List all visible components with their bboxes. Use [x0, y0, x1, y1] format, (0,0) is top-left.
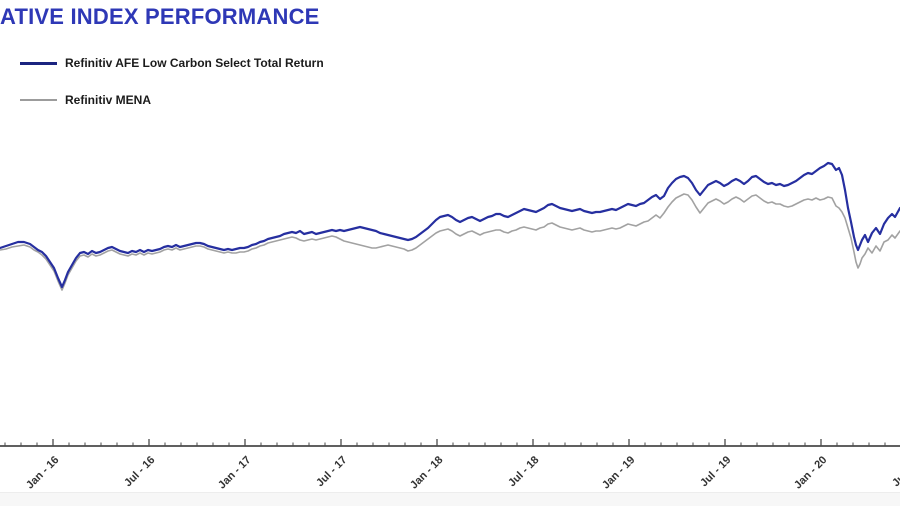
legend: Refinitiv AFE Low Carbon Select Total Re…: [20, 55, 324, 129]
series-line-mena: [0, 193, 900, 291]
legend-item-afe-low-carbon: Refinitiv AFE Low Carbon Select Total Re…: [20, 55, 324, 71]
page-title: ATIVE INDEX PERFORMANCE: [0, 4, 320, 29]
footer-band: [0, 492, 900, 506]
legend-label-afe: Refinitiv AFE Low Carbon Select Total Re…: [65, 56, 324, 70]
series-line-afe-low-carbon: [0, 161, 900, 289]
legend-label-mena: Refinitiv MENA: [65, 93, 152, 107]
legend-line-swatch-afe-icon: [20, 61, 57, 65]
legend-line-swatch-mena-icon: [20, 99, 57, 101]
legend-item-mena: Refinitiv MENA: [20, 92, 324, 108]
